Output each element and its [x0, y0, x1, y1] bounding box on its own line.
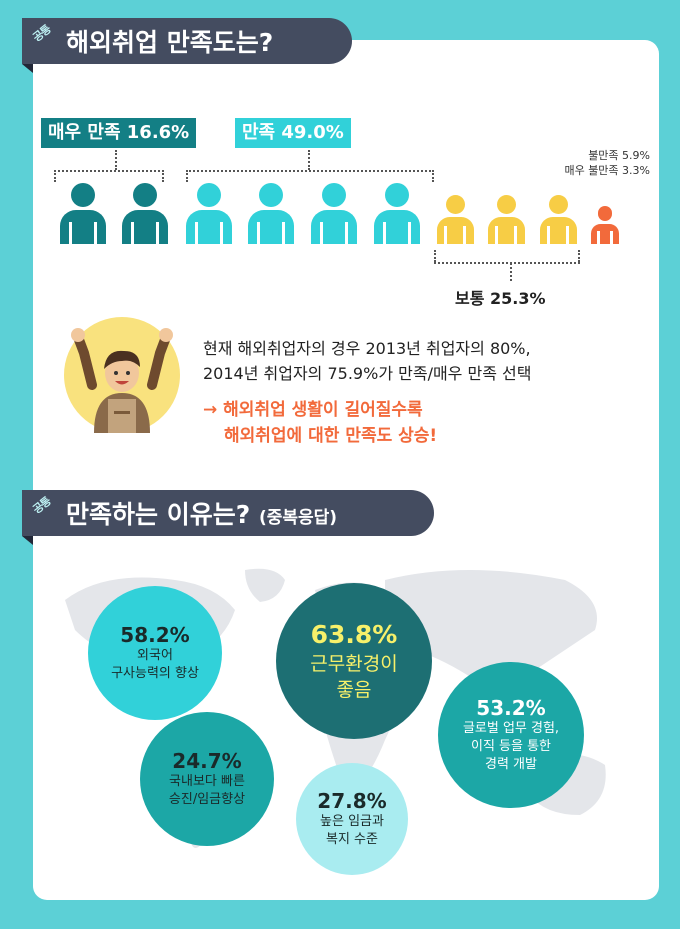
dissatisfied-label: 불만족 5.9% — [588, 149, 650, 162]
bracket-tick — [434, 250, 436, 262]
section-title-main: 만족하는 이유는? — [66, 500, 251, 529]
satisfied-bracket — [186, 170, 434, 172]
person-icon — [540, 194, 577, 244]
person-icon — [186, 183, 232, 244]
ribbon-fold — [22, 64, 33, 73]
reason-text: 국내보다 빠른 승진/임금향상 — [168, 774, 246, 807]
bracket-tick — [510, 263, 512, 281]
satisfied-label: 만족 49.0% — [235, 118, 351, 148]
normal-label: 보통 25.3% — [455, 289, 546, 308]
reason-circle-promotion: 24.7% 국내보다 빠른 승진/임금향상 — [140, 712, 274, 846]
bracket-tick — [186, 170, 188, 182]
reason-text: 글로벌 업무 경험, 이직 등을 통한 경력 개발 — [462, 721, 560, 772]
person-icon — [248, 183, 294, 244]
section-header-satisfaction: 공통 해외취업 만족도는? — [22, 18, 352, 73]
reason-circle-career: 53.2% 글로벌 업무 경험, 이직 등을 통한 경력 개발 — [438, 662, 584, 808]
person-icon — [311, 183, 357, 244]
bracket-tick — [578, 250, 580, 262]
section-tag: 공통 — [30, 494, 53, 517]
reason-percent: 24.7% — [172, 749, 242, 773]
conclusion-line-1: → 해외취업 생활이 길어질수록 — [203, 400, 423, 420]
reason-text: 높은 임금과 복지 수준 — [320, 814, 384, 847]
person-icon — [60, 183, 106, 244]
very-satisfied-label: 매우 만족 16.6% — [41, 118, 197, 148]
person-icon — [437, 194, 474, 244]
ribbon-fold — [22, 536, 33, 545]
section-tag: 공통 — [30, 22, 53, 45]
reason-circle-work-environment: 63.8% 근무환경이 좋음 — [276, 583, 432, 739]
cheering-person-illustration — [64, 317, 180, 433]
person-icon — [488, 194, 525, 244]
normal-bracket — [434, 262, 580, 264]
reason-percent: 63.8% — [310, 620, 398, 649]
section-subtitle: (중복응답) — [258, 508, 338, 528]
bracket-tick — [308, 150, 310, 170]
reason-percent: 58.2% — [120, 623, 190, 647]
very-dissatisfied-label: 매우 불만족 3.3% — [564, 164, 650, 177]
reason-text: 근무환경이 좋음 — [310, 653, 398, 701]
conclusion-line-2: 해외취업에 대한 만족도 상승! — [224, 426, 438, 446]
section-title: 만족하는 이유는? (중복응답) — [66, 495, 337, 531]
description-line-2: 2014년 취업자의 75.9%가 만족/매우 만족 선택 — [203, 364, 532, 383]
reason-circle-language: 58.2% 외국어 구사능력의 향상 — [88, 586, 222, 720]
section-title: 해외취업 만족도는? — [66, 28, 274, 57]
person-icon — [374, 183, 420, 244]
reason-percent: 27.8% — [317, 789, 387, 813]
reason-text: 외국어 구사능력의 향상 — [111, 648, 199, 681]
very-satisfied-bracket — [54, 170, 164, 172]
bracket-tick — [432, 170, 434, 182]
bracket-tick — [115, 150, 117, 170]
bracket-tick — [162, 170, 164, 182]
person-icon — [591, 206, 619, 244]
description-line-1: 현재 해외취업자의 경우 2013년 취업자의 80%, — [203, 339, 531, 358]
person-icon — [122, 183, 168, 244]
bracket-tick — [54, 170, 56, 182]
reason-percent: 53.2% — [476, 696, 546, 720]
section-header-reasons: 공통 만족하는 이유는? (중복응답) — [22, 490, 434, 545]
reason-circle-wage: 27.8% 높은 임금과 복지 수준 — [296, 763, 408, 875]
